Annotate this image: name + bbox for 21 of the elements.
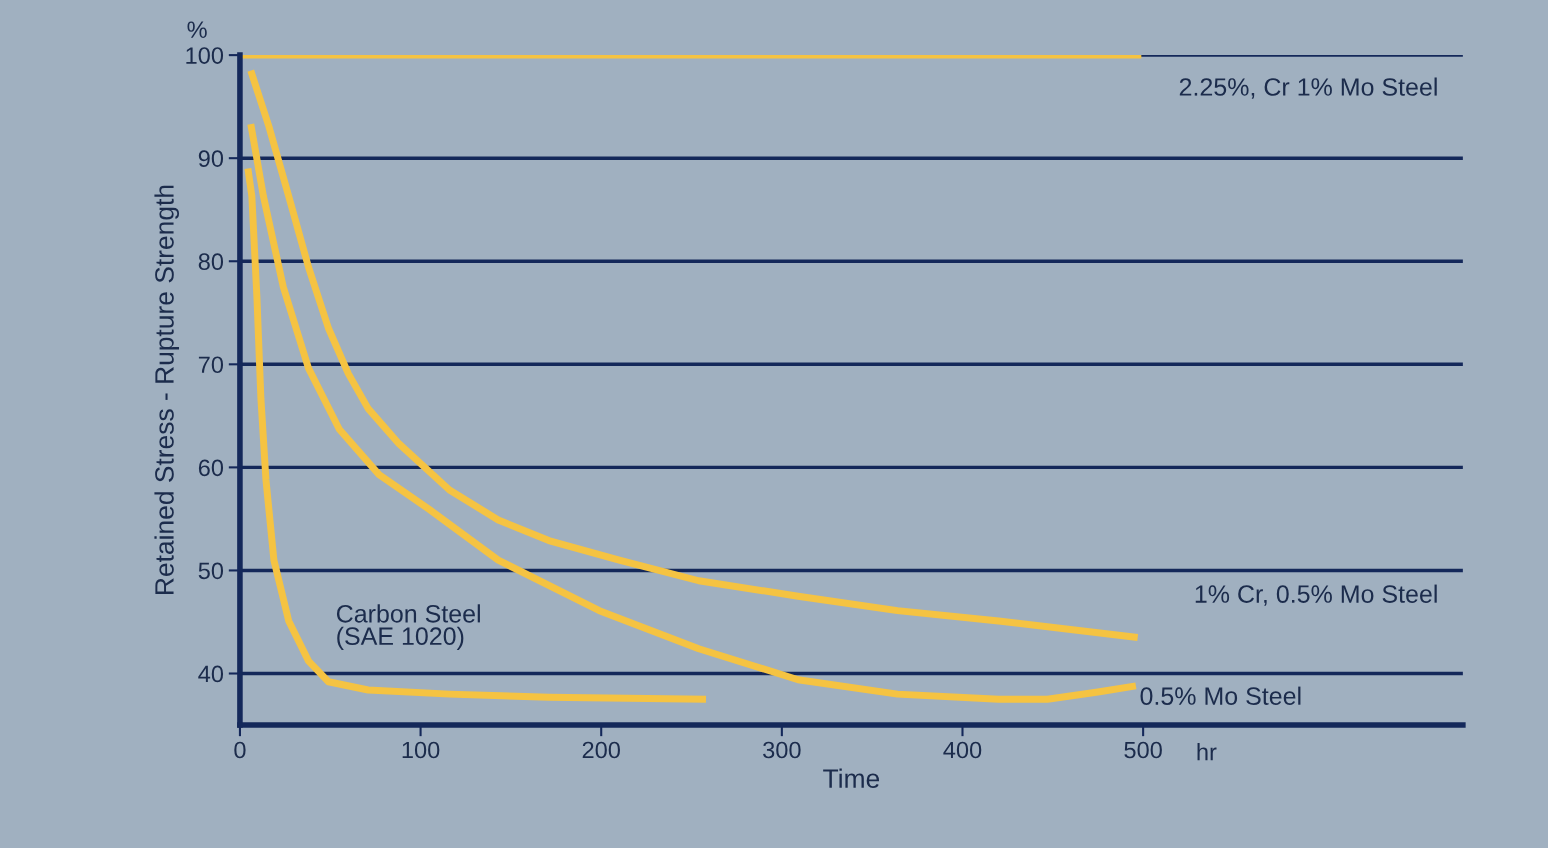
y-tick-label: 60	[198, 459, 224, 477]
text: %	[187, 21, 207, 38]
y-tick-label: 50	[198, 562, 224, 580]
y-tick-label: 90	[198, 150, 224, 167]
text: hr	[1197, 743, 1217, 761]
x-tick-label: 400	[943, 741, 982, 759]
series-label: Carbon Steel (SAE 1020)	[336, 604, 480, 650]
series-label: 2.25%, Cr 1% Mo Steel	[1179, 77, 1437, 99]
series-label: 0.5% Mo Steel	[1140, 686, 1301, 705]
x-axis-title: Time	[823, 768, 880, 788]
y-axis-title: Retained Stress - Rupture Strength	[154, 185, 180, 594]
y-tick-label: 100	[186, 47, 224, 64]
x-tick-label: 500	[1124, 741, 1162, 759]
x-tick-label: 300	[763, 741, 801, 759]
text: 1% Cr, 0.5% Mo Steel	[1195, 584, 1437, 606]
x-tick-label: 200	[582, 741, 620, 759]
y-tick-label: 80	[198, 253, 224, 271]
x-tick-label: 100	[402, 741, 440, 759]
x-tick-label: 0	[234, 741, 246, 759]
y-tick-label: 70	[198, 356, 224, 374]
y-tick-label: 40	[198, 665, 224, 683]
